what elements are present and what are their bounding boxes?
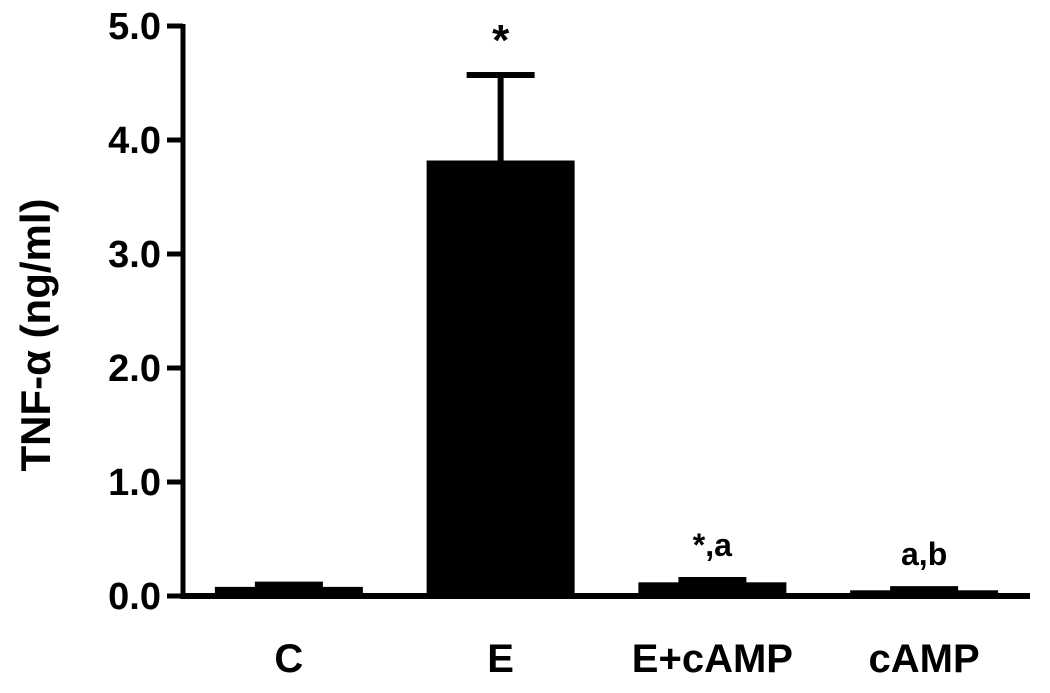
x-category-label: E [487,637,514,681]
x-axis: C E E+cAMP cAMP [181,593,1030,681]
y-axis-title: TNF-α (ng/ml) [12,198,59,471]
y-tick-label: 3.0 [108,234,161,276]
error-bars [254,72,959,593]
bar [638,582,787,596]
significance-annotations: * *,a a,b [492,16,947,572]
y-axis: 0.0 1.0 2.0 3.0 4.0 5.0 [108,6,186,618]
x-category-label: C [274,637,303,681]
y-tick-label: 0.0 [108,576,161,618]
significance-annotation: a,b [901,536,947,572]
bar [850,590,999,596]
bar [426,160,575,596]
significance-annotation: * [492,16,510,65]
bar [214,586,363,596]
bars [214,160,999,596]
y-tick-label: 2.0 [108,348,161,390]
significance-annotation: *,a [693,527,732,563]
x-category-label: E+cAMP [632,637,793,681]
y-tick-label: 4.0 [108,120,161,162]
y-tick-label: 5.0 [108,6,161,48]
y-tick-label: 1.0 [108,462,161,504]
x-category-label: cAMP [869,637,980,681]
